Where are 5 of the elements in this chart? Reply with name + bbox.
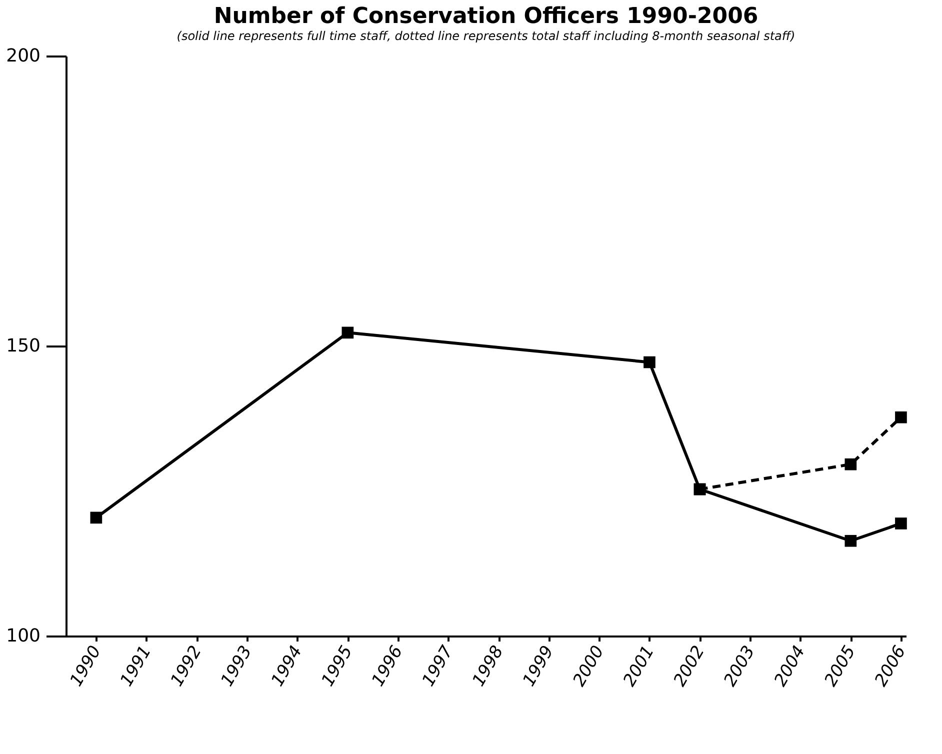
y-tick-label: 100 — [6, 626, 40, 646]
y-tick-label: 150 — [6, 336, 40, 356]
y-tick-label: 200 — [6, 46, 40, 66]
chart-subtitle: (solid line represents full time staff, dotted line represents total staff including 8-month seasonal staff) — [176, 29, 796, 43]
chart-title: Number of Conservation Officers 1990-2006 — [214, 4, 758, 29]
